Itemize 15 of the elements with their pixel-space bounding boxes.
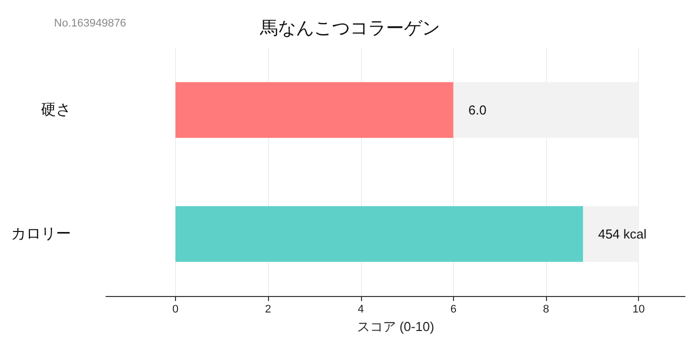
x-tick-label: 4 bbox=[358, 304, 364, 316]
annotation: 454 kcal bbox=[598, 226, 647, 242]
x-tick-label: 8 bbox=[542, 304, 550, 316]
x-tick-label: 10 bbox=[632, 304, 645, 316]
bar bbox=[175, 206, 584, 262]
x-axis-title: スコア (0-10) bbox=[356, 318, 434, 334]
bar bbox=[175, 82, 454, 138]
x-tick-label: 2 bbox=[265, 304, 272, 316]
x-tick-label: 6 bbox=[450, 304, 456, 316]
text: No.163949876 bbox=[54, 18, 126, 30]
data-label: 6.0 bbox=[468, 102, 486, 118]
y-tick-label: カロリー bbox=[11, 226, 71, 242]
x-tick-label: 0 bbox=[172, 304, 179, 316]
chart-title: 馬なんこつコラーゲン bbox=[259, 18, 440, 38]
y-tick-label: 硬さ bbox=[41, 102, 71, 118]
